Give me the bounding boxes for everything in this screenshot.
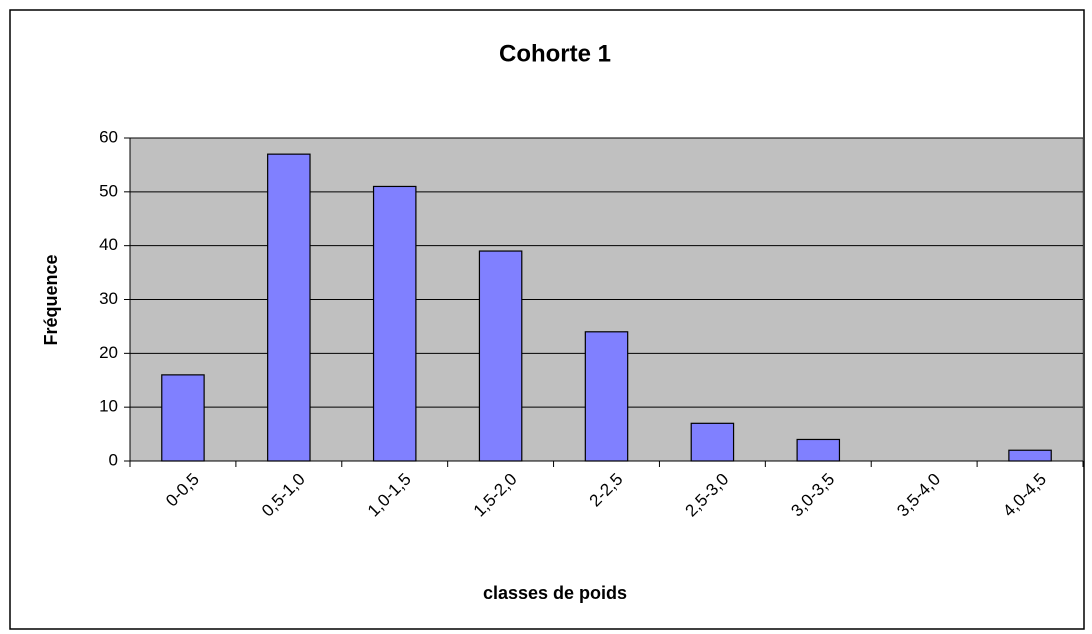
bar: [690, 422, 735, 462]
bar: [372, 185, 417, 462]
y-axis-title: Fréquence: [41, 254, 61, 345]
y-tick-label: 30: [99, 289, 118, 308]
y-tick-label: 40: [99, 235, 118, 254]
bar: [478, 250, 523, 462]
y-tick-label: 10: [99, 397, 118, 416]
y-tick-label: 20: [99, 343, 118, 362]
bar: [796, 438, 841, 462]
bar: [161, 374, 205, 462]
y-tick-label: 60: [99, 127, 118, 146]
bar: [267, 153, 311, 462]
chart-title: Cohorte 1: [499, 40, 611, 67]
y-tick-label: 50: [99, 181, 118, 200]
x-axis-title: classes de poids: [483, 583, 627, 603]
y-tick-label: 0: [109, 450, 118, 469]
bar: [1008, 449, 1052, 462]
bar: [584, 331, 629, 462]
